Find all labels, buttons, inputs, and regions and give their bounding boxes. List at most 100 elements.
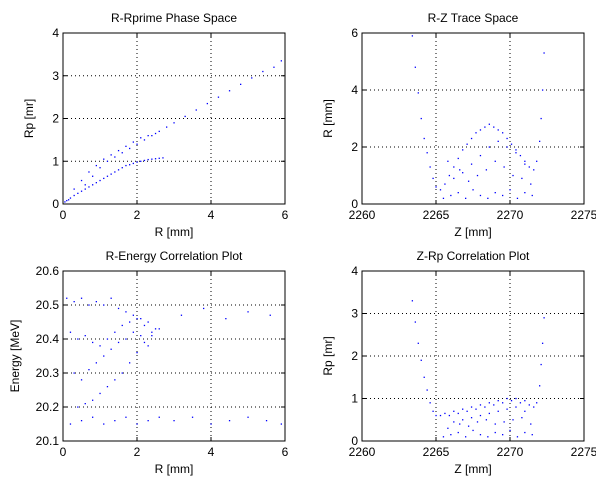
r-z-point [539, 140, 541, 142]
r-z-point [453, 177, 455, 180]
r-energy-point [92, 416, 94, 418]
r-energy-y-tick-label: 20.2 [36, 400, 60, 414]
r-z-point [506, 137, 508, 140]
z-rp-point [512, 419, 514, 421]
r-z-point [470, 137, 473, 140]
r-energy-y-tick-label: 20.4 [36, 332, 60, 346]
z-rp-y-tick-label: 3 [351, 307, 358, 321]
r-energy-point [132, 314, 134, 316]
z-rp-point [466, 410, 468, 412]
r-z-point [487, 197, 489, 199]
r-rprime-point [117, 169, 120, 171]
r-z-point [488, 146, 490, 148]
r-energy-plot-area [63, 271, 285, 441]
r-energy-point [143, 341, 146, 344]
r-z-point [442, 197, 445, 199]
r-rprime-point [151, 135, 153, 137]
r-energy-point [77, 338, 79, 340]
r-z-y-tick-label: 2 [351, 140, 358, 154]
z-rp-point [479, 414, 482, 417]
r-z-point [530, 183, 532, 185]
r-z-point [488, 123, 490, 125]
r-energy-point [73, 372, 75, 374]
r-rprime-point [103, 177, 105, 180]
r-z-point [493, 126, 495, 128]
r-rprime-point [184, 115, 186, 118]
r-energy-y-tick-label: 20.3 [36, 366, 60, 380]
r-rprime-x-tick-label: 0 [60, 208, 67, 222]
r-z-point [540, 117, 542, 120]
r-rprime-point [117, 149, 120, 152]
r-z-x-tick-label: 2275 [571, 208, 596, 222]
z-rp-title: Z-Rp Correlation Plot [417, 249, 530, 263]
r-rprime-point [99, 167, 101, 169]
z-rp-point [423, 376, 425, 378]
r-rprime-plot: 0 2 4 6 0 1 2 3 4 R-Rprime Phase Space R [mm] Rp [m… [22, 11, 289, 239]
r-z-point [536, 160, 538, 162]
r-z-point [516, 197, 519, 199]
z-rp-x-tick-label: 2275 [571, 445, 596, 459]
r-rprime-point [80, 190, 83, 192]
r-rprime-point [251, 77, 253, 79]
z-rp-x-tick-label: 2265 [423, 445, 450, 459]
r-z-point [528, 166, 530, 168]
r-z-point [543, 52, 545, 54]
r-rprime-point [162, 157, 164, 159]
z-rp-point [493, 404, 495, 406]
r-rprime-point [147, 135, 149, 137]
r-energy-point [84, 335, 86, 337]
r-z-point [524, 192, 526, 194]
z-rp-point [541, 342, 544, 344]
z-rp-point [519, 402, 522, 404]
z-rp-point [444, 412, 446, 415]
r-z-x-tick-label: 2265 [423, 208, 450, 222]
r-z-point [426, 152, 428, 154]
r-energy-point [125, 416, 127, 418]
r-z-point [479, 154, 482, 157]
z-rp-point [509, 429, 511, 432]
r-rprime-point [143, 159, 146, 162]
r-z-point [497, 129, 499, 131]
z-rp-point [467, 425, 470, 427]
r-energy-point [121, 372, 123, 374]
z-rp-point [515, 406, 517, 408]
r-rprime-point [273, 66, 275, 68]
r-rprime-point [92, 175, 94, 177]
r-z-point [541, 89, 544, 91]
z-rp-point [487, 436, 489, 438]
r-z-point [414, 66, 416, 68]
z-rp-point [503, 421, 505, 423]
r-z-point [429, 166, 431, 168]
r-rprime-point [140, 160, 142, 162]
r-rprime-point [166, 126, 168, 128]
r-z-point [470, 163, 473, 165]
z-rp-point [494, 431, 496, 434]
r-energy-point [73, 301, 75, 303]
r-energy-y-label: Energy [MeV] [8, 320, 22, 393]
r-rprime-point [129, 164, 131, 166]
r-z-x-tick-label: 2260 [349, 208, 376, 222]
z-rp-point [472, 429, 474, 432]
r-z-point [479, 194, 482, 197]
r-rprime-y-tick-label: 2 [52, 112, 59, 126]
r-rprime-point [84, 184, 86, 186]
r-rprime-point [64, 201, 66, 203]
z-rp-point [497, 400, 499, 402]
z-rp-point [426, 389, 428, 391]
r-z-point [457, 192, 459, 194]
z-rp-point [533, 406, 535, 408]
z-rp-point [432, 410, 434, 412]
r-z-plot-area [362, 33, 584, 204]
z-rp-x-tick-label: 2270 [497, 445, 524, 459]
r-energy-point [114, 420, 116, 422]
r-energy-point [114, 331, 116, 333]
z-rp-point [457, 412, 459, 415]
r-rprime-y-tick-label: 0 [52, 197, 59, 211]
r-energy-point [147, 345, 149, 347]
z-rp-point [502, 402, 504, 404]
r-energy-point [92, 399, 94, 401]
r-rprime-y-tick-label: 1 [52, 154, 59, 168]
r-rprime-point [66, 199, 68, 202]
r-z-point [432, 177, 434, 180]
r-energy-x-tick-label: 0 [60, 445, 67, 459]
